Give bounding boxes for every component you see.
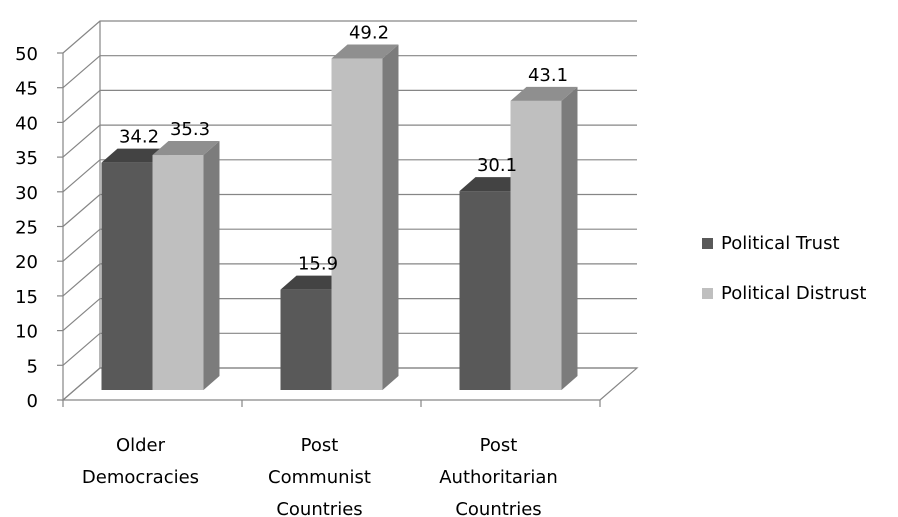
x-category-label-line: Post bbox=[480, 435, 518, 456]
bar-top bbox=[510, 86, 578, 101]
y-tick-label: 20 bbox=[15, 252, 38, 273]
bar-side bbox=[203, 141, 220, 390]
y-tick-label: 0 bbox=[27, 391, 38, 412]
data-label: 43.1 bbox=[528, 65, 568, 86]
bar-top bbox=[101, 148, 169, 163]
bar-front bbox=[152, 155, 204, 390]
bar-side bbox=[382, 44, 399, 390]
bar-top bbox=[280, 275, 348, 290]
legend-label: Political Trust bbox=[721, 233, 840, 254]
bar-side bbox=[561, 86, 578, 391]
bar-top bbox=[152, 141, 220, 156]
legend: Political Trust Political Distrust bbox=[702, 233, 866, 304]
x-category-label-line: Countries bbox=[276, 499, 362, 517]
bar-front bbox=[331, 58, 383, 390]
data-label: 34.2 bbox=[119, 127, 159, 148]
y-tick-label: 25 bbox=[15, 218, 38, 239]
y-axis-ticks: 0 5 10 15 20 25 30 35 40 45 50 bbox=[15, 44, 63, 412]
data-label: 35.3 bbox=[170, 119, 210, 140]
bar-front bbox=[280, 289, 332, 390]
legend-swatch bbox=[702, 288, 713, 299]
x-category-label-line: Older bbox=[116, 435, 166, 456]
y-tick-label: 10 bbox=[15, 322, 38, 343]
y-tick-label: 15 bbox=[15, 287, 38, 308]
y-tick-label: 45 bbox=[15, 79, 38, 100]
bar bbox=[510, 86, 578, 391]
legend-item: Political Trust bbox=[702, 233, 840, 254]
x-category-label-line: Post bbox=[301, 435, 339, 456]
data-label: 15.9 bbox=[298, 254, 338, 275]
x-category-label: Older Democracies bbox=[82, 435, 199, 488]
x-category-label-line: Authoritarian bbox=[439, 467, 558, 488]
x-category-label: Post Authoritarian Countries bbox=[439, 435, 558, 517]
bar-front bbox=[510, 100, 562, 391]
y-tick-label: 50 bbox=[15, 44, 38, 65]
bar-top bbox=[459, 177, 527, 192]
bars bbox=[101, 44, 578, 391]
bar bbox=[331, 44, 399, 390]
y-tick-label: 5 bbox=[27, 356, 38, 377]
x-category-label-line: Democracies bbox=[82, 467, 199, 488]
x-category-label-line: Communist bbox=[268, 467, 371, 488]
bar bbox=[152, 141, 220, 390]
bar-front bbox=[459, 191, 511, 390]
data-label: 49.2 bbox=[349, 23, 389, 44]
y-tick-label: 30 bbox=[15, 183, 38, 204]
x-category-label-line: Countries bbox=[455, 499, 541, 517]
bar-top bbox=[331, 44, 399, 59]
y-tick-label: 40 bbox=[15, 113, 38, 134]
legend-swatch bbox=[702, 238, 713, 249]
bar-front bbox=[101, 162, 153, 390]
y-tick-label: 35 bbox=[15, 148, 38, 169]
data-labels: 34.2 35.3 15.9 49.2 30.1 43.1 bbox=[119, 23, 568, 275]
legend-label: Political Distrust bbox=[721, 283, 866, 304]
data-label: 30.1 bbox=[477, 155, 517, 176]
legend-item: Political Distrust bbox=[702, 283, 866, 304]
x-category-label: Post Communist Countries bbox=[268, 435, 371, 517]
